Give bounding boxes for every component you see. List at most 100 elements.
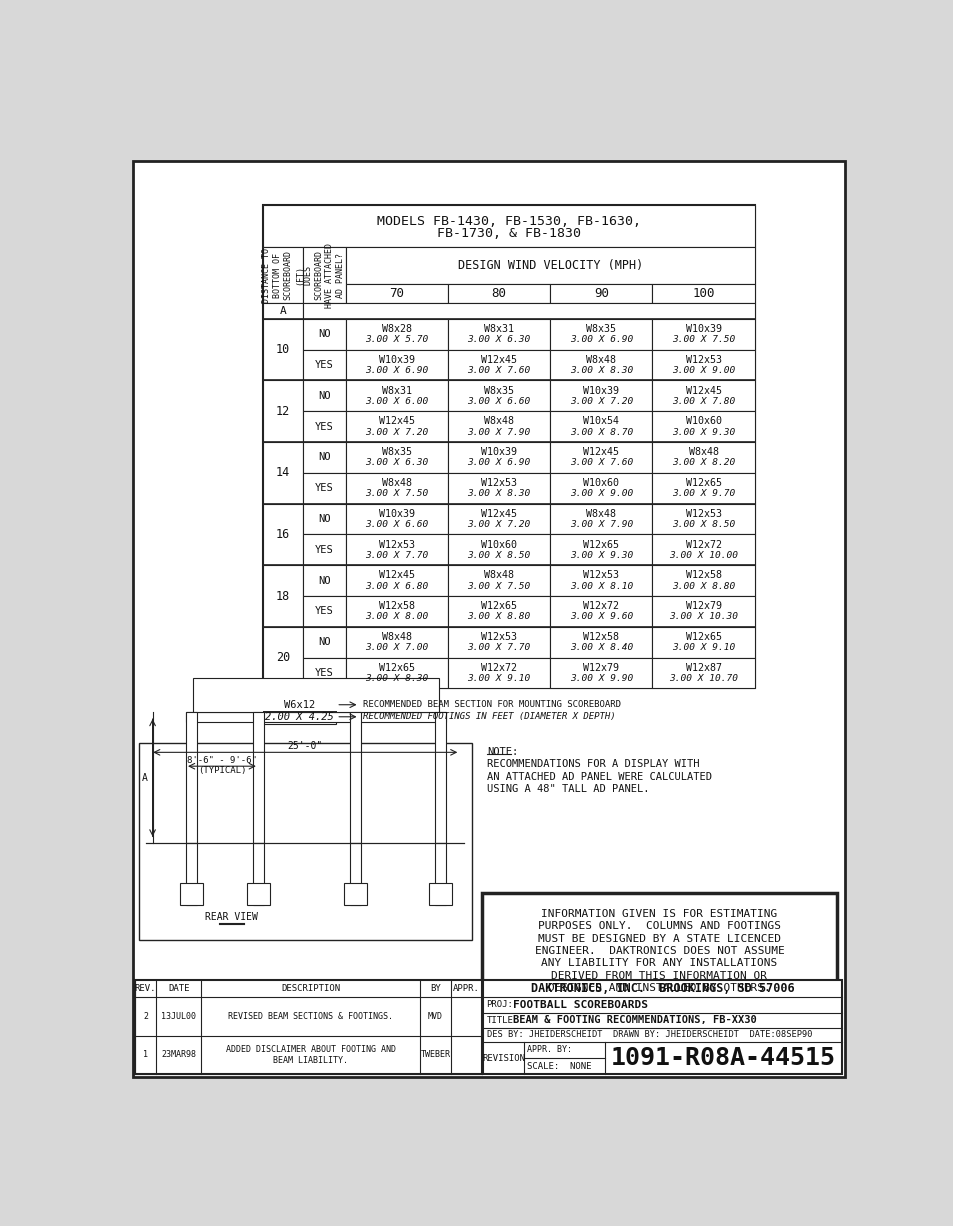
- Bar: [483, 981, 841, 1074]
- Text: 3.00 X 7.50: 3.00 X 7.50: [365, 489, 428, 498]
- Text: 3.00 X 7.50: 3.00 X 7.50: [671, 335, 735, 345]
- Text: W12x79: W12x79: [685, 601, 720, 612]
- Bar: [303, 473, 345, 504]
- Bar: [303, 565, 345, 596]
- Text: W10x39: W10x39: [582, 386, 618, 396]
- Bar: [447, 443, 550, 473]
- Bar: [262, 319, 303, 380]
- Bar: [447, 319, 550, 349]
- Text: W12x53: W12x53: [685, 509, 720, 519]
- Text: 100: 100: [692, 287, 714, 300]
- Bar: [447, 284, 550, 303]
- Bar: [447, 504, 550, 535]
- Bar: [303, 504, 345, 535]
- Text: W12x53: W12x53: [582, 570, 618, 580]
- Bar: [303, 380, 345, 411]
- Bar: [550, 504, 652, 535]
- Text: 3.00 X 8.50: 3.00 X 8.50: [467, 550, 530, 560]
- Text: YES: YES: [314, 422, 334, 432]
- Bar: [345, 443, 447, 473]
- Text: W12x45: W12x45: [582, 447, 618, 457]
- Bar: [345, 349, 447, 380]
- Text: W8x31: W8x31: [381, 386, 412, 396]
- Text: W12x72: W12x72: [582, 601, 618, 612]
- Text: W10x39: W10x39: [685, 324, 720, 333]
- Text: W12x58: W12x58: [582, 631, 618, 642]
- Text: W10x39: W10x39: [480, 447, 517, 457]
- Bar: [652, 349, 754, 380]
- Bar: [350, 712, 360, 843]
- Bar: [262, 565, 754, 626]
- Bar: [652, 626, 754, 657]
- Text: PROJ:: PROJ:: [486, 1000, 513, 1009]
- Text: 3.00 X 8.50: 3.00 X 8.50: [671, 520, 735, 530]
- Text: 16: 16: [275, 528, 290, 541]
- Text: (TYPICAL): (TYPICAL): [197, 765, 246, 775]
- Text: 3.00 X 8.30: 3.00 X 8.30: [365, 674, 428, 683]
- Text: W8x35: W8x35: [483, 386, 514, 396]
- Bar: [134, 981, 481, 1074]
- Text: 3.00 X 9.90: 3.00 X 9.90: [569, 674, 632, 683]
- Text: W10x60: W10x60: [582, 478, 618, 488]
- Text: 3.00 X 7.50: 3.00 X 7.50: [467, 581, 530, 591]
- Text: W12x65: W12x65: [582, 539, 618, 549]
- Text: 2: 2: [143, 1011, 148, 1021]
- Text: 12: 12: [275, 405, 290, 418]
- Bar: [550, 380, 652, 411]
- Text: W10x54: W10x54: [582, 417, 618, 427]
- Bar: [345, 596, 447, 626]
- Text: 14: 14: [275, 466, 290, 479]
- Bar: [447, 596, 550, 626]
- Text: W8x35: W8x35: [381, 447, 412, 457]
- Bar: [345, 626, 447, 657]
- Bar: [550, 626, 652, 657]
- Text: W8x48: W8x48: [381, 631, 412, 642]
- Text: 3.00 X 5.70: 3.00 X 5.70: [365, 335, 428, 345]
- Bar: [550, 349, 652, 380]
- Text: REV.: REV.: [134, 984, 156, 993]
- Text: W10x60: W10x60: [480, 539, 517, 549]
- Bar: [652, 565, 754, 596]
- Text: W8x48: W8x48: [483, 417, 514, 427]
- Text: 3.00 X 6.90: 3.00 X 6.90: [569, 335, 632, 345]
- Bar: [550, 596, 652, 626]
- Text: DOES
SCOREBOARD
HAVE ATTACHED
AD PANEL?: DOES SCOREBOARD HAVE ATTACHED AD PANEL?: [303, 243, 345, 308]
- Text: 3.00 X 7.70: 3.00 X 7.70: [365, 550, 428, 560]
- Bar: [550, 443, 652, 473]
- Text: 3.00 X 9.10: 3.00 X 9.10: [671, 644, 735, 652]
- Text: W12x72: W12x72: [685, 539, 720, 549]
- Bar: [262, 504, 303, 565]
- Bar: [447, 411, 550, 443]
- Bar: [652, 380, 754, 411]
- Text: 3.00 X 8.30: 3.00 X 8.30: [569, 367, 632, 375]
- Bar: [262, 626, 754, 689]
- Bar: [481, 894, 836, 1009]
- Bar: [303, 657, 345, 689]
- Text: BEAM & FOOTING RECOMMENDATIONS, FB-XX30: BEAM & FOOTING RECOMMENDATIONS, FB-XX30: [513, 1015, 756, 1025]
- Text: 3.00 X 6.00: 3.00 X 6.00: [365, 397, 428, 406]
- Text: BY: BY: [430, 984, 440, 993]
- Bar: [303, 349, 345, 380]
- Text: W12x53: W12x53: [480, 631, 517, 642]
- Bar: [652, 284, 754, 303]
- Text: RECOMMENDED FOOTINGS IN FEET (DIAMETER X DEPTH): RECOMMENDED FOOTINGS IN FEET (DIAMETER X…: [363, 712, 616, 721]
- Bar: [652, 319, 754, 349]
- Bar: [303, 626, 345, 657]
- Bar: [652, 596, 754, 626]
- Text: NO: NO: [317, 391, 330, 401]
- Text: W8x48: W8x48: [688, 447, 718, 457]
- Bar: [186, 843, 196, 905]
- Text: W10x39: W10x39: [378, 354, 415, 365]
- Bar: [652, 473, 754, 504]
- Bar: [262, 698, 335, 723]
- Text: FB-1730, & FB-1830: FB-1730, & FB-1830: [436, 227, 580, 240]
- Text: REAR VIEW: REAR VIEW: [205, 912, 258, 922]
- Text: W12x79: W12x79: [582, 663, 618, 673]
- Text: REVISED BEAM SECTIONS & FOOTINGS.: REVISED BEAM SECTIONS & FOOTINGS.: [228, 1011, 393, 1021]
- Text: 3.00 X 10.30: 3.00 X 10.30: [668, 613, 738, 622]
- Text: W12x53: W12x53: [378, 539, 415, 549]
- Text: 13JUL00: 13JUL00: [161, 1011, 196, 1021]
- Bar: [345, 380, 447, 411]
- Bar: [345, 657, 447, 689]
- Text: ADDED DISCLAIMER ABOUT FOOTING AND
BEAM LIABILITY.: ADDED DISCLAIMER ABOUT FOOTING AND BEAM …: [226, 1045, 395, 1065]
